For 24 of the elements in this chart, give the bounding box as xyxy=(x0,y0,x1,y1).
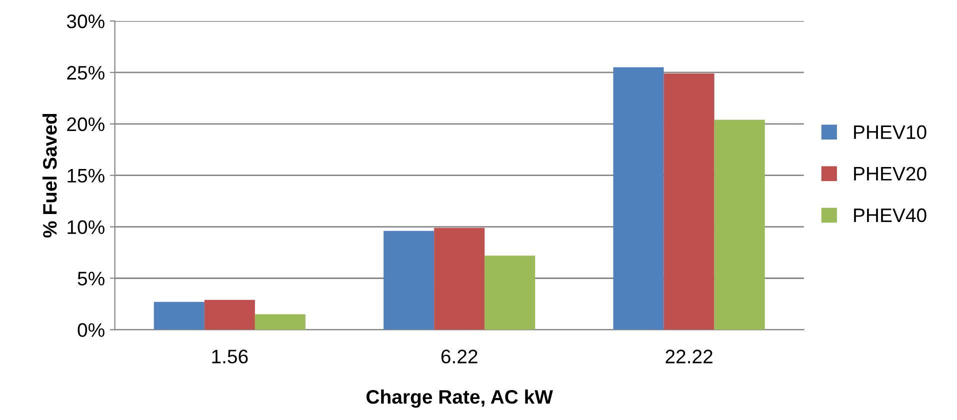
bar xyxy=(254,314,306,330)
y-tick-label: 20% xyxy=(67,117,104,132)
legend-label: PHEV10 xyxy=(854,125,926,140)
bar xyxy=(613,67,664,330)
legend-label: PHEV20 xyxy=(854,166,926,181)
y-tick-label: 0% xyxy=(78,323,104,337)
y-tick-label: 10% xyxy=(68,220,104,234)
bar xyxy=(434,228,485,330)
bar xyxy=(204,300,255,330)
x-tick-label: 22.22 xyxy=(666,350,712,364)
bar xyxy=(154,302,204,330)
x-axis-title: Charge Rate, AC kW xyxy=(366,389,553,408)
bar xyxy=(664,73,714,330)
bar xyxy=(384,230,434,330)
y-tick-label: 30% xyxy=(66,14,104,28)
bar xyxy=(484,256,536,330)
y-tick-label: 5% xyxy=(78,272,104,286)
x-tick-label: 6.22 xyxy=(441,350,478,364)
y-tick-label: 15% xyxy=(68,168,104,183)
y-tick-label: 25% xyxy=(67,66,104,80)
x-tick-label: 1.56 xyxy=(212,350,248,364)
y-axis-title: % Fuel Saved xyxy=(42,114,57,238)
legend-label: PHEV40 xyxy=(854,208,926,222)
bar xyxy=(714,120,765,330)
